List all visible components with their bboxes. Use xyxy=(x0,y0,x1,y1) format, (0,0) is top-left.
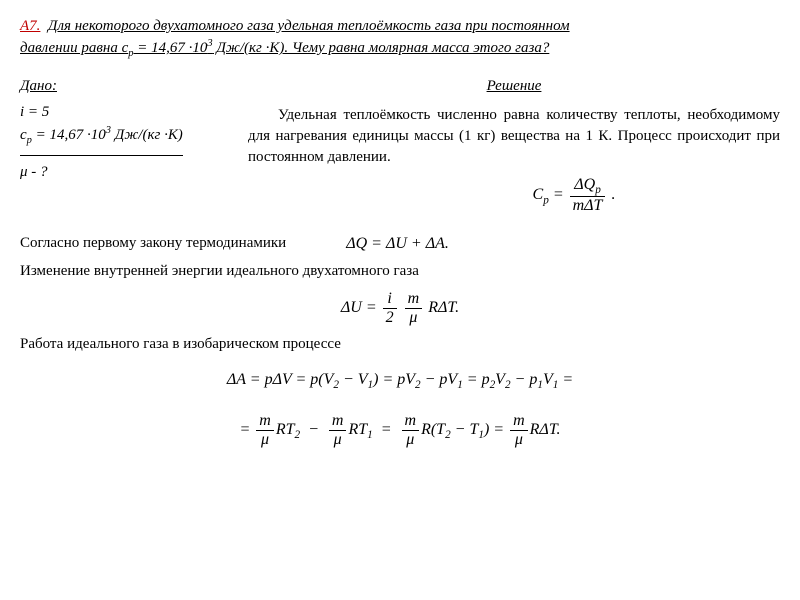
statement-line1: Для некоторого двухатомного газа удельна… xyxy=(48,18,570,34)
formula-du: ΔU = i2 mμ RΔT. xyxy=(20,290,780,326)
para-du: Изменение внутренней энергии идеального … xyxy=(20,261,780,282)
solution-title: Решение xyxy=(248,76,780,97)
statement-line2a: давлении равна c xyxy=(20,40,128,56)
solution-para1: Удельная теплоёмкость численно равна кол… xyxy=(248,105,780,168)
formula-dq: ΔQ = ΔU + ΔA. xyxy=(306,233,780,255)
statement-line2c: Дж/(кг ·К). Чему равна молярная масса эт… xyxy=(213,40,550,56)
formula-cp: Cp = ΔQp mΔT . xyxy=(248,176,780,215)
given-title: Дано: xyxy=(20,76,220,97)
para-first-law: Согласно первому закону термодинамики xyxy=(20,233,286,254)
para-da: Работа идеального газа в изобарическом п… xyxy=(20,334,780,355)
problem-statement: А7. Для некоторого двухатомного газа уде… xyxy=(20,16,780,62)
given-cp: cp = 14,67 ·103 Дж/(кг ·К) xyxy=(20,124,183,149)
given-column: Дано: i = 5 cp = 14,67 ·103 Дж/(кг ·К) μ… xyxy=(20,76,220,223)
solution-column: Решение Удельная теплоёмкость численно р… xyxy=(248,76,780,223)
given-question: μ - ? xyxy=(20,162,183,183)
formula-da-line1: ΔA = pΔV = p(V2 − V1) = pV2 − pV1 = p2V2… xyxy=(20,369,780,394)
formula-da-line2: = mμRT2 − mμRT1 = mμR(T2 − T1) = mμRΔT. xyxy=(20,412,780,448)
given-values: i = 5 cp = 14,67 ·103 Дж/(кг ·К) xyxy=(20,102,183,157)
first-law-row: Согласно первому закону термодинамики ΔQ… xyxy=(20,233,780,255)
statement-line2b: = 14,67 ·10 xyxy=(133,40,207,56)
two-column-layout: Дано: i = 5 cp = 14,67 ·103 Дж/(кг ·К) μ… xyxy=(20,76,780,223)
given-i: i = 5 xyxy=(20,102,183,123)
problem-number: А7. xyxy=(20,18,40,34)
